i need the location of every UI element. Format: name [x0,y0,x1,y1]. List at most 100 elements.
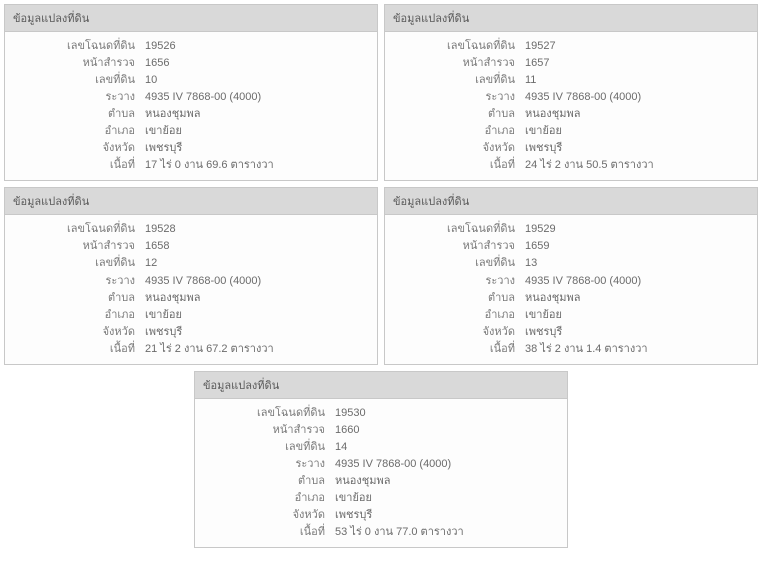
field-label-deed_no: เลขโฉนดที่ดิน [389,38,515,55]
field-value-amphoe: เขาย้อย [335,490,563,507]
labels-column: เลขโฉนดที่ดินหน้าสำรวจเลขที่ดินระวางตำบล… [389,221,525,357]
field-label-amphoe: อำเภอ [389,307,515,324]
cards-grid: ข้อมูลแปลงที่ดินเลขโฉนดที่ดินหน้าสำรวจเล… [4,4,764,548]
field-label-rawang: ระวาง [389,273,515,290]
labels-column: เลขโฉนดที่ดินหน้าสำรวจเลขที่ดินระวางตำบล… [199,405,335,541]
field-label-tambon: ตำบล [9,106,135,123]
card-body: เลขโฉนดที่ดินหน้าสำรวจเลขที่ดินระวางตำบล… [385,215,757,363]
field-label-amphoe: อำเภอ [9,123,135,140]
field-value-changwat: เพชรบุรี [525,324,753,341]
field-label-survey_page: หน้าสำรวจ [199,422,325,439]
field-label-rawang: ระวาง [199,456,325,473]
field-label-tambon: ตำบล [389,290,515,307]
field-label-changwat: จังหวัด [389,324,515,341]
field-label-area: เนื้อที่ [389,157,515,174]
land-parcel-card: ข้อมูลแปลงที่ดินเลขโฉนดที่ดินหน้าสำรวจเล… [4,4,378,181]
field-value-land_no: 10 [145,72,373,89]
field-value-land_no: 12 [145,255,373,272]
field-label-survey_page: หน้าสำรวจ [389,238,515,255]
field-value-land_no: 14 [335,439,563,456]
field-label-land_no: เลขที่ดิน [199,439,325,456]
field-value-tambon: หนองชุมพล [145,290,373,307]
field-value-changwat: เพชรบุรี [525,140,753,157]
field-value-survey_page: 1657 [525,55,753,72]
field-label-changwat: จังหวัด [9,324,135,341]
field-label-rawang: ระวาง [9,273,135,290]
field-value-rawang: 4935 IV 7868-00 (4000) [145,273,373,290]
field-label-area: เนื้อที่ [9,157,135,174]
field-value-rawang: 4935 IV 7868-00 (4000) [335,456,563,473]
field-value-amphoe: เขาย้อย [145,307,373,324]
field-value-survey_page: 1656 [145,55,373,72]
field-label-amphoe: อำเภอ [199,490,325,507]
field-label-tambon: ตำบล [389,106,515,123]
field-value-changwat: เพชรบุรี [145,140,373,157]
field-label-amphoe: อำเภอ [389,123,515,140]
field-label-land_no: เลขที่ดิน [9,72,135,89]
values-column: 195261656104935 IV 7868-00 (4000)หนองชุม… [145,38,373,174]
field-label-land_no: เลขที่ดิน [389,72,515,89]
card-body: เลขโฉนดที่ดินหน้าสำรวจเลขที่ดินระวางตำบล… [385,32,757,180]
land-parcel-card: ข้อมูลแปลงที่ดินเลขโฉนดที่ดินหน้าสำรวจเล… [4,187,378,364]
field-value-area: 38 ไร่ 2 งาน 1.4 ตารางวา [525,341,753,358]
field-label-changwat: จังหวัด [389,140,515,157]
field-value-area: 24 ไร่ 2 งาน 50.5 ตารางวา [525,157,753,174]
field-value-amphoe: เขาย้อย [145,123,373,140]
card-header: ข้อมูลแปลงที่ดิน [385,188,757,215]
field-value-deed_no: 19526 [145,38,373,55]
field-value-area: 21 ไร่ 2 งาน 67.2 ตารางวา [145,341,373,358]
field-value-survey_page: 1660 [335,422,563,439]
field-value-tambon: หนองชุมพล [335,473,563,490]
field-value-deed_no: 19527 [525,38,753,55]
field-value-tambon: หนองชุมพล [145,106,373,123]
field-value-tambon: หนองชุมพล [525,290,753,307]
values-column: 195301660144935 IV 7868-00 (4000)หนองชุม… [335,405,563,541]
card-body: เลขโฉนดที่ดินหน้าสำรวจเลขที่ดินระวางตำบล… [5,215,377,363]
field-value-changwat: เพชรบุรี [145,324,373,341]
field-label-changwat: จังหวัด [199,507,325,524]
field-label-land_no: เลขที่ดิน [9,255,135,272]
labels-column: เลขโฉนดที่ดินหน้าสำรวจเลขที่ดินระวางตำบล… [9,221,145,357]
field-value-amphoe: เขาย้อย [525,123,753,140]
field-value-rawang: 4935 IV 7868-00 (4000) [525,273,753,290]
field-value-amphoe: เขาย้อย [525,307,753,324]
land-parcel-card: ข้อมูลแปลงที่ดินเลขโฉนดที่ดินหน้าสำรวจเล… [384,4,758,181]
field-label-rawang: ระวาง [389,89,515,106]
field-value-survey_page: 1659 [525,238,753,255]
field-value-deed_no: 19528 [145,221,373,238]
field-label-changwat: จังหวัด [9,140,135,157]
field-value-deed_no: 19529 [525,221,753,238]
land-parcel-card: ข้อมูลแปลงที่ดินเลขโฉนดที่ดินหน้าสำรวจเล… [194,371,568,548]
values-column: 195291659134935 IV 7868-00 (4000)หนองชุม… [525,221,753,357]
card-body: เลขโฉนดที่ดินหน้าสำรวจเลขที่ดินระวางตำบล… [5,32,377,180]
field-value-rawang: 4935 IV 7868-00 (4000) [145,89,373,106]
field-label-tambon: ตำบล [9,290,135,307]
field-value-survey_page: 1658 [145,238,373,255]
labels-column: เลขโฉนดที่ดินหน้าสำรวจเลขที่ดินระวางตำบล… [389,38,525,174]
values-column: 195271657114935 IV 7868-00 (4000)หนองชุม… [525,38,753,174]
card-header: ข้อมูลแปลงที่ดิน [195,372,567,399]
field-label-deed_no: เลขโฉนดที่ดิน [389,221,515,238]
land-parcel-card: ข้อมูลแปลงที่ดินเลขโฉนดที่ดินหน้าสำรวจเล… [384,187,758,364]
field-label-land_no: เลขที่ดิน [389,255,515,272]
field-label-deed_no: เลขโฉนดที่ดิน [9,38,135,55]
field-label-survey_page: หน้าสำรวจ [9,55,135,72]
field-value-tambon: หนองชุมพล [525,106,753,123]
field-label-rawang: ระวาง [9,89,135,106]
labels-column: เลขโฉนดที่ดินหน้าสำรวจเลขที่ดินระวางตำบล… [9,38,145,174]
card-header: ข้อมูลแปลงที่ดิน [5,188,377,215]
field-value-changwat: เพชรบุรี [335,507,563,524]
field-label-deed_no: เลขโฉนดที่ดิน [9,221,135,238]
field-value-area: 17 ไร่ 0 งาน 69.6 ตารางวา [145,157,373,174]
field-value-land_no: 11 [525,72,753,89]
field-value-rawang: 4935 IV 7868-00 (4000) [525,89,753,106]
field-label-area: เนื้อที่ [389,341,515,358]
card-body: เลขโฉนดที่ดินหน้าสำรวจเลขที่ดินระวางตำบล… [195,399,567,547]
field-value-deed_no: 19530 [335,405,563,422]
field-value-land_no: 13 [525,255,753,272]
field-label-area: เนื้อที่ [9,341,135,358]
field-value-area: 53 ไร่ 0 งาน 77.0 ตารางวา [335,524,563,541]
field-label-area: เนื้อที่ [199,524,325,541]
field-label-tambon: ตำบล [199,473,325,490]
card-header: ข้อมูลแปลงที่ดิน [5,5,377,32]
